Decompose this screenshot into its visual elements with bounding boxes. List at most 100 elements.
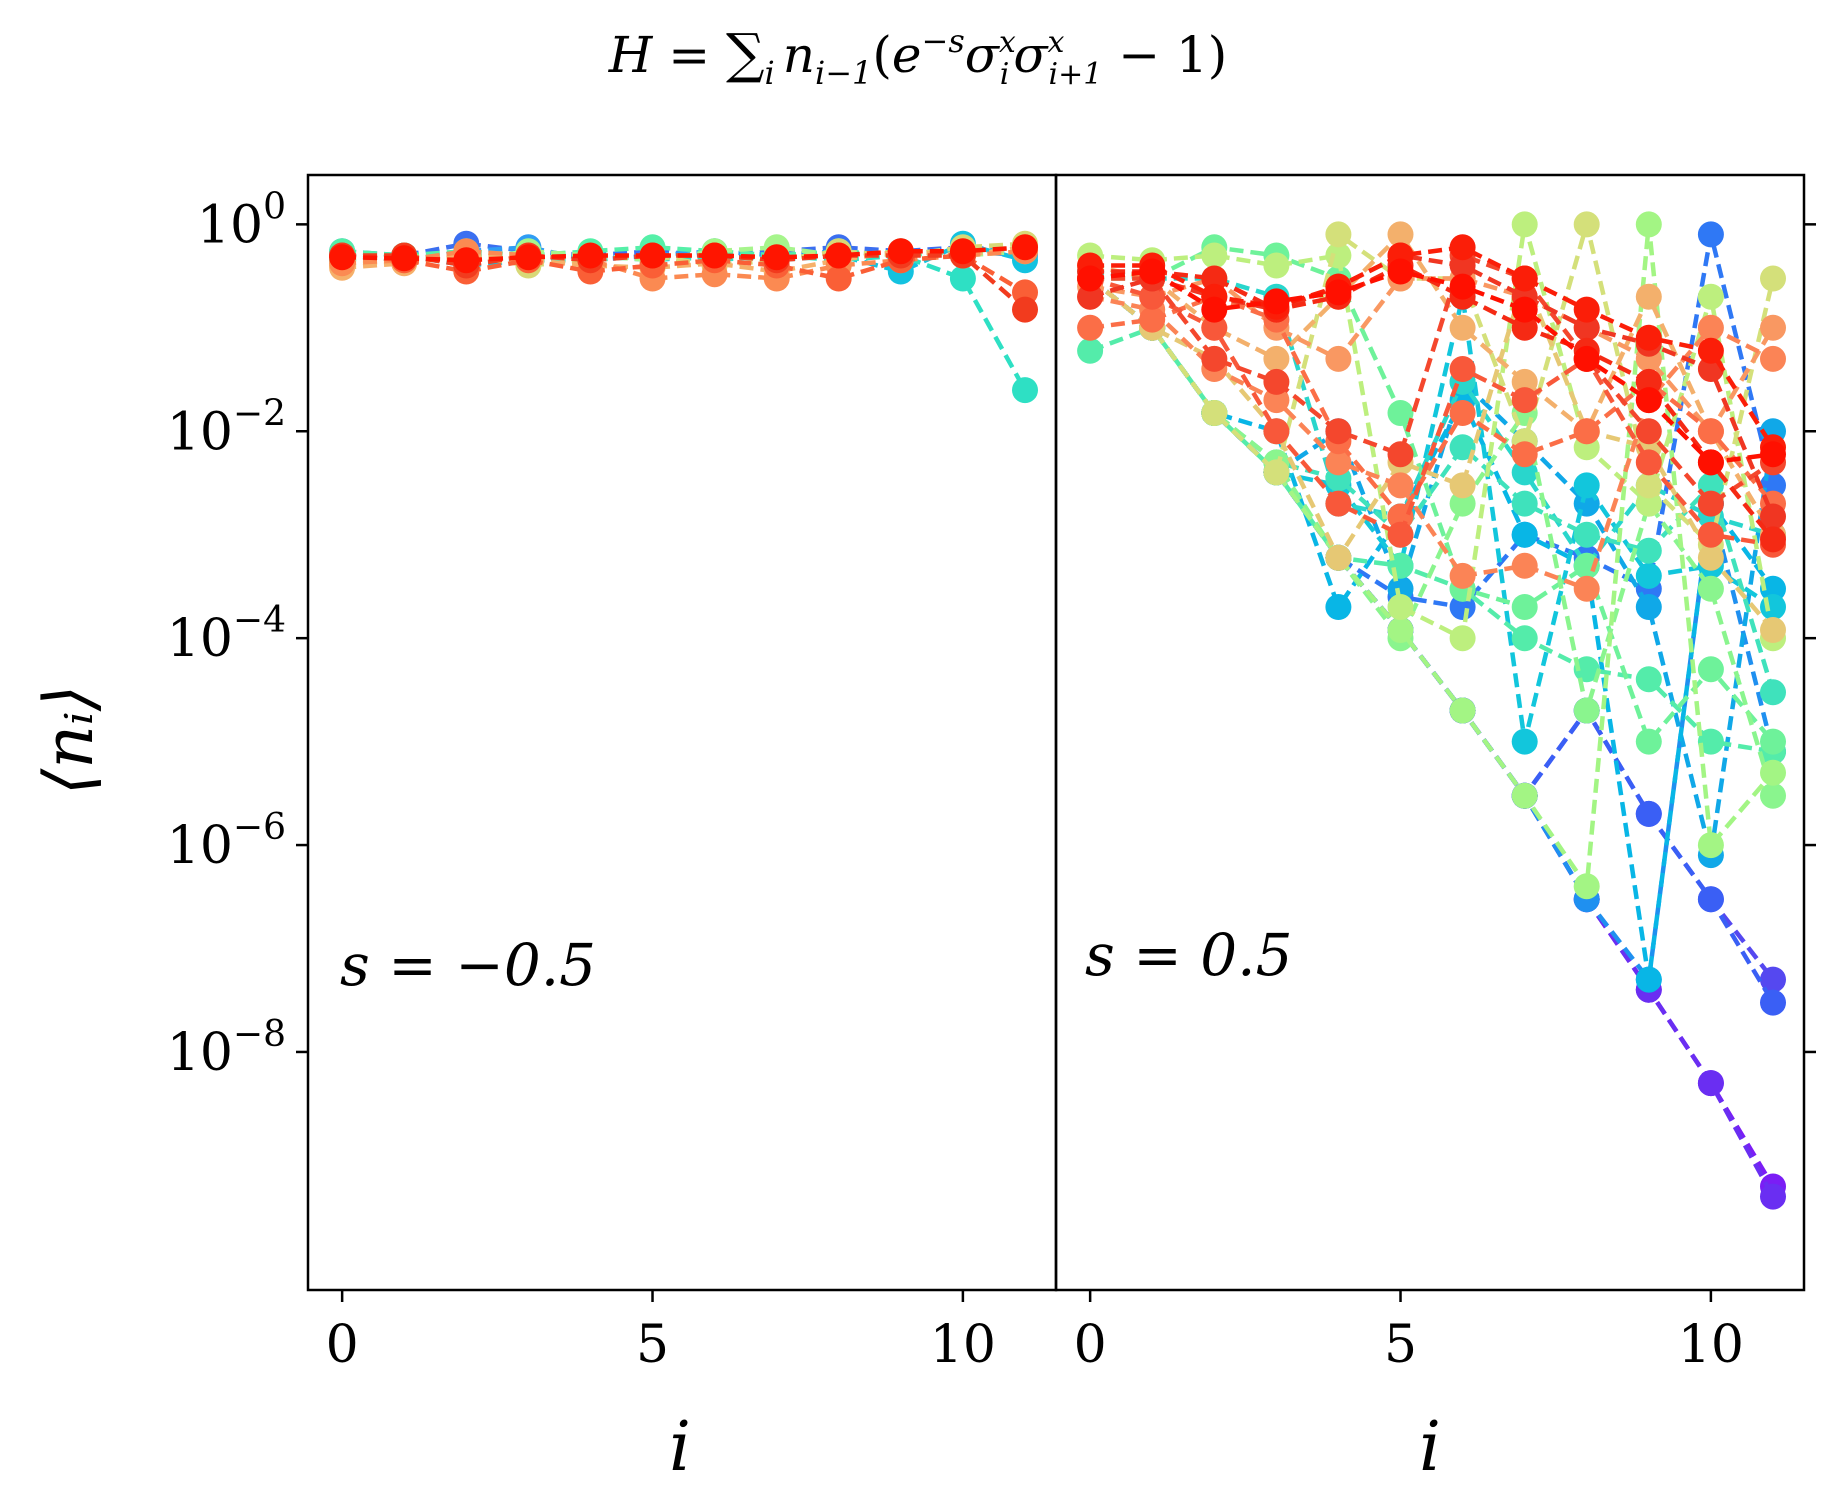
data-point — [1697, 418, 1724, 445]
data-point — [1325, 490, 1352, 517]
data-point — [1325, 345, 1352, 372]
data-point — [1635, 324, 1662, 351]
data-point — [1077, 283, 1104, 310]
panel-left-frame — [306, 173, 1058, 1292]
x-tick-label: 10 — [1678, 1315, 1744, 1375]
data-point — [1635, 728, 1662, 755]
panel-right-plot — [1077, 211, 1786, 1210]
data-point — [1635, 666, 1662, 693]
data-point — [1697, 832, 1724, 859]
title-e: e — [892, 26, 922, 84]
data-point — [1760, 1183, 1786, 1210]
annotation-right: s = 0.5 — [1085, 921, 1292, 989]
title-sigma2: σ — [1013, 26, 1049, 84]
data-point — [1139, 306, 1166, 333]
y-tick-label: 100 — [197, 186, 286, 255]
data-point — [1449, 697, 1476, 724]
title-h: H — [608, 26, 654, 84]
series-line — [1088, 276, 1776, 797]
data-point — [1263, 252, 1290, 279]
series-line — [1090, 263, 1775, 541]
data-point — [1760, 617, 1786, 643]
data-point — [1325, 544, 1352, 571]
x-tick-label: 5 — [636, 1315, 669, 1375]
data-point — [1573, 873, 1600, 900]
data-point — [1760, 782, 1786, 809]
data-point — [1697, 472, 1724, 499]
data-point — [1449, 434, 1476, 461]
data-point — [1511, 296, 1538, 323]
data-point — [1573, 314, 1600, 341]
data-point — [1697, 314, 1724, 341]
x-tick-label: 0 — [1074, 1315, 1107, 1375]
data-point — [1201, 265, 1228, 292]
data-point — [1573, 296, 1600, 323]
y-tick-base: 10 — [167, 1023, 233, 1083]
data-point — [577, 242, 604, 269]
data-point — [1760, 265, 1786, 292]
y-tick-exp: −6 — [233, 807, 286, 848]
data-point — [1201, 314, 1228, 341]
data-point — [1635, 490, 1662, 517]
data-point — [1573, 472, 1600, 499]
plot-layer — [329, 211, 1786, 1210]
series-line — [1088, 276, 1775, 1198]
data-point — [1697, 1070, 1724, 1097]
series-line — [1089, 325, 1774, 754]
data-point — [515, 244, 542, 271]
data-point — [1387, 258, 1414, 285]
data-point — [1573, 552, 1600, 579]
data-point — [1449, 314, 1476, 341]
data-point — [1635, 418, 1662, 445]
y-tick-exp: −2 — [233, 393, 286, 434]
data-point — [1263, 345, 1290, 372]
data-point — [1697, 337, 1724, 364]
series-line — [1088, 276, 1775, 1188]
data-point — [1635, 472, 1662, 499]
data-point — [887, 238, 914, 265]
title-sigma1-sub: i — [1000, 57, 1010, 92]
x-axis-label-right: i — [1419, 1408, 1441, 1487]
data-point — [1760, 314, 1786, 341]
title-lparen: ( — [872, 26, 892, 84]
data-point — [763, 244, 790, 271]
data-point — [1697, 490, 1724, 517]
data-point — [391, 245, 418, 272]
series-line — [1088, 276, 1775, 982]
data-point — [1012, 296, 1038, 323]
data-point — [1449, 273, 1476, 300]
data-point — [949, 265, 976, 292]
data-point — [1511, 490, 1538, 517]
data-point — [1511, 441, 1538, 468]
data-point — [1263, 418, 1290, 445]
data-point — [1449, 562, 1476, 589]
y-tick-exp: −4 — [233, 600, 286, 641]
data-point — [329, 244, 356, 271]
series-line — [1089, 276, 1774, 547]
data-point — [1511, 387, 1538, 414]
data-point — [1263, 387, 1290, 414]
title-e-sup: −s — [922, 22, 965, 60]
y-tick-base: 10 — [167, 609, 233, 669]
data-point — [1573, 575, 1600, 602]
panel-left-plot — [329, 230, 1038, 404]
data-point — [1697, 521, 1724, 548]
data-point — [1387, 400, 1414, 426]
data-point — [1012, 234, 1038, 261]
y-axis-label: ⟨nᵢ⟩ — [30, 685, 109, 796]
annotation-left: s = −0.5 — [340, 931, 596, 999]
title-sum-sub: i — [765, 54, 775, 92]
series-line — [1089, 269, 1774, 465]
data-point — [1449, 234, 1476, 261]
x-tick-label: 0 — [326, 1315, 359, 1375]
data-point — [1325, 279, 1352, 306]
data-point — [1449, 356, 1476, 382]
data-point — [1573, 521, 1600, 548]
data-point — [1635, 800, 1662, 827]
data-point — [1573, 211, 1600, 238]
title-sigma1-sup: x — [999, 25, 1016, 60]
data-point — [1760, 526, 1786, 553]
title-sigma2-sub: i+1 — [1048, 57, 1102, 92]
data-point — [1325, 221, 1352, 248]
